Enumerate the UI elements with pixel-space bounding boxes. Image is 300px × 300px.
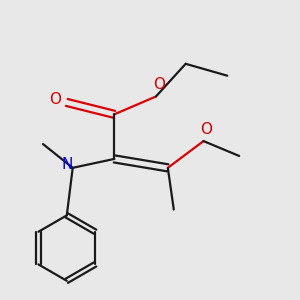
- Text: O: O: [49, 92, 61, 107]
- Text: N: N: [61, 158, 73, 172]
- Text: O: O: [200, 122, 212, 137]
- Text: O: O: [153, 77, 165, 92]
